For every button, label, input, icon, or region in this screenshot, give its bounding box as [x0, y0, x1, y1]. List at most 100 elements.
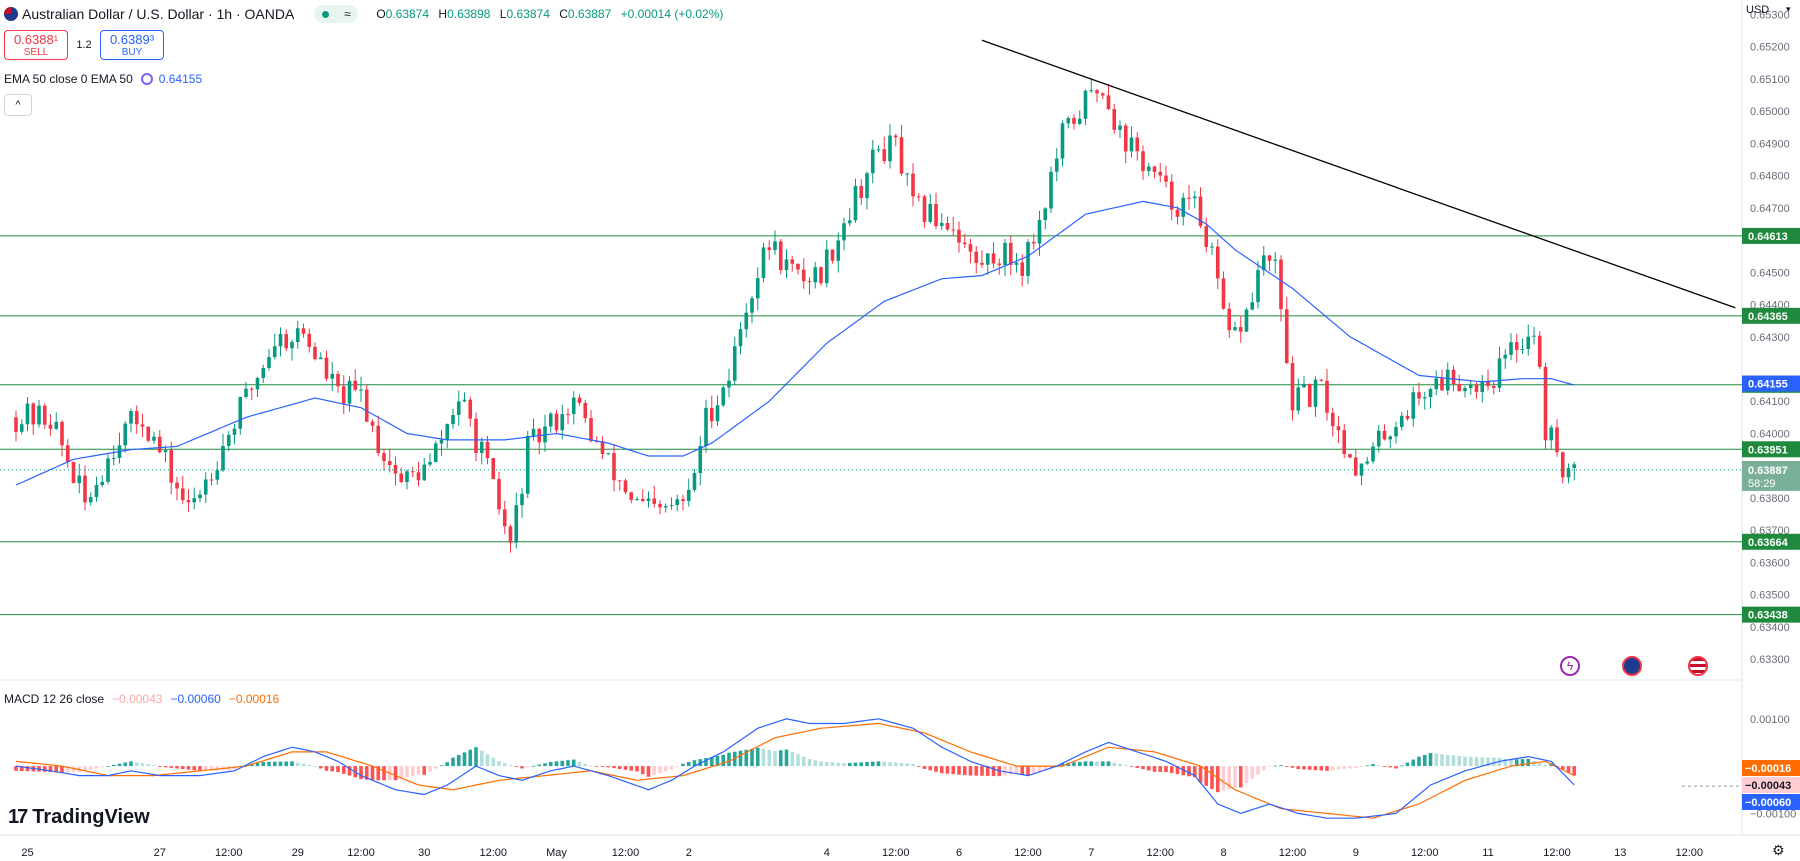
macd-histogram-bar — [721, 754, 726, 767]
macd-histogram-bar — [514, 766, 519, 767]
macd-histogram-bar — [612, 766, 616, 769]
candle-body — [1043, 208, 1048, 221]
market-status[interactable]: ≈ — [314, 5, 359, 23]
candle-body — [123, 423, 128, 446]
candle-body — [284, 334, 289, 349]
macd-histogram-bar — [1491, 757, 1496, 767]
high-label: H — [438, 7, 448, 21]
flash-event-icon[interactable]: ϟ — [1560, 656, 1580, 676]
candle-body — [1371, 446, 1375, 462]
candle-body — [675, 499, 680, 506]
chevron-up-icon: ^ — [15, 99, 21, 111]
candle-body — [479, 441, 484, 453]
time-tick: 12:00 — [1411, 847, 1439, 859]
candle-body — [571, 397, 576, 415]
us-event-icon[interactable] — [1688, 656, 1708, 676]
refresh-icon[interactable] — [140, 73, 153, 85]
candle-body — [405, 471, 409, 483]
macd-histogram-bar — [784, 749, 789, 767]
macd-histogram-bar — [991, 766, 996, 777]
macd-histogram-bar — [1422, 754, 1427, 767]
macd-histogram-bar — [163, 766, 168, 768]
macd-histogram-bar — [1445, 754, 1450, 767]
macd-histogram-bar — [698, 759, 703, 767]
macd-histogram-bar — [1325, 766, 1329, 771]
macd-histogram-bar — [134, 762, 139, 767]
macd-histogram-bar — [1083, 761, 1088, 767]
symbol-title[interactable]: Australian Dollar / U.S. Dollar · 1h · O… — [22, 6, 295, 22]
macd-histogram-bar — [1014, 766, 1019, 774]
macd-histogram-bar — [819, 761, 823, 767]
candle-body — [1060, 123, 1065, 159]
candle-body — [192, 498, 197, 503]
candle-body — [968, 244, 973, 252]
macd-legend[interactable]: MACD 12 26 close −0.00043 −0.00060 −0.00… — [4, 692, 279, 706]
chevron-down-icon[interactable]: ▾ — [1786, 4, 1791, 14]
ema-legend-value: 0.64155 — [158, 72, 203, 86]
candle-body — [1118, 125, 1122, 130]
candle-body — [1474, 385, 1479, 393]
macd-signal-value: −0.00016 — [228, 692, 280, 706]
macd-histogram-bar — [1256, 766, 1260, 775]
macd-histogram-bar — [1486, 757, 1490, 767]
macd-histogram-bar — [318, 766, 323, 769]
candle-body — [876, 149, 881, 151]
macd-histogram-bar — [1279, 765, 1283, 767]
candle-body — [548, 413, 553, 427]
settings-icon[interactable]: ⚙ — [1772, 842, 1785, 858]
candle-body — [134, 411, 139, 425]
candle-body — [1192, 196, 1197, 199]
time-tick: May — [546, 847, 567, 859]
collapse-legend-button[interactable]: ^ — [4, 94, 32, 116]
macd-histogram-bar — [1244, 766, 1249, 784]
australia-event-icon[interactable] — [1622, 656, 1642, 676]
candle-body — [169, 450, 174, 483]
candle-body — [146, 426, 151, 441]
ema-legend[interactable]: EMA 50 close 0 EMA 50 0.64155 — [4, 72, 202, 86]
price-tick: 0.64700 — [1750, 203, 1790, 215]
candle-body — [508, 526, 513, 543]
candle-body — [1152, 166, 1157, 172]
candle-body — [1267, 255, 1272, 261]
candle-body — [1526, 336, 1531, 350]
macd-histogram-bar — [715, 755, 720, 767]
macd-histogram-bar — [1348, 766, 1352, 769]
macd-histogram-bar — [255, 763, 260, 767]
macd-histogram-bar — [1238, 766, 1243, 788]
macd-histogram-bar — [405, 766, 409, 778]
macd-histogram-bar — [1388, 766, 1393, 768]
macd-histogram-bar — [1187, 766, 1191, 777]
price-tick: 0.65200 — [1750, 42, 1790, 54]
candle-body — [859, 185, 864, 199]
time-tick: 9 — [1353, 847, 1359, 859]
candle-body — [905, 173, 910, 175]
currency-selector[interactable]: USD — [1746, 4, 1770, 16]
candle-body — [830, 249, 835, 261]
sell-button[interactable]: 0.6388¹ SELL — [4, 30, 68, 60]
ema-price-tag — [1742, 375, 1800, 392]
level-price-label: 0.63951 — [1748, 444, 1788, 456]
candle-body — [1313, 379, 1318, 407]
macd-histogram-bar — [1330, 766, 1335, 771]
macd-histogram-bar — [129, 761, 133, 767]
macd-histogram-bar — [1284, 766, 1289, 767]
macd-histogram-bar — [778, 750, 783, 767]
candle-body — [1486, 381, 1490, 387]
buy-button[interactable]: 0.6389³ BUY — [100, 30, 164, 60]
macd-histogram-bar — [1474, 757, 1479, 767]
candle-body — [1497, 358, 1502, 388]
candle-body — [1089, 90, 1094, 92]
candle-body — [1158, 171, 1163, 176]
candle-body — [1123, 125, 1128, 152]
macd-histogram-bar — [1566, 766, 1571, 773]
candle-body — [301, 328, 306, 334]
candle-body — [433, 443, 438, 462]
macd-histogram-bar — [594, 766, 599, 767]
candle-body — [1417, 392, 1421, 399]
macd-histogram-bar — [830, 762, 835, 767]
candle-body — [295, 328, 300, 342]
macd-legend-label: MACD 12 26 close — [4, 692, 105, 706]
candle-body — [1210, 246, 1214, 248]
candle-body — [1146, 166, 1151, 172]
